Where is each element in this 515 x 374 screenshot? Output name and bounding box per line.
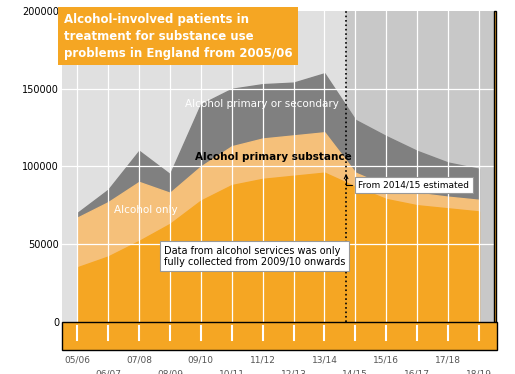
Text: Data from alcohol services was only
fully collected from 2009/10 onwards: Data from alcohol services was only full… (164, 246, 345, 267)
FancyBboxPatch shape (494, 11, 496, 322)
Text: 18/19: 18/19 (466, 370, 492, 374)
Text: Alcohol only: Alcohol only (114, 205, 178, 215)
Bar (346, 11, 494, 322)
Text: 13/14: 13/14 (312, 356, 337, 365)
Text: 09/10: 09/10 (188, 356, 214, 365)
Text: 08/09: 08/09 (157, 370, 183, 374)
FancyBboxPatch shape (62, 322, 497, 350)
Text: 07/08: 07/08 (126, 356, 152, 365)
Text: Alcohol primary substance: Alcohol primary substance (195, 152, 351, 162)
Text: 15/16: 15/16 (373, 356, 399, 365)
Text: From 2014/15 estimated: From 2014/15 estimated (344, 175, 470, 190)
Text: 14/15: 14/15 (342, 370, 368, 374)
Text: 16/17: 16/17 (404, 370, 430, 374)
Text: 17/18: 17/18 (435, 356, 461, 365)
Text: Alcohol-involved patients in
treatment for substance use
problems in England fro: Alcohol-involved patients in treatment f… (64, 13, 293, 60)
Text: Alcohol primary or secondary: Alcohol primary or secondary (185, 99, 339, 109)
Text: 05/06: 05/06 (64, 356, 90, 365)
Text: 10/11: 10/11 (219, 370, 245, 374)
Text: 11/12: 11/12 (250, 356, 276, 365)
Text: 12/13: 12/13 (281, 370, 306, 374)
Text: 06/07: 06/07 (95, 370, 121, 374)
